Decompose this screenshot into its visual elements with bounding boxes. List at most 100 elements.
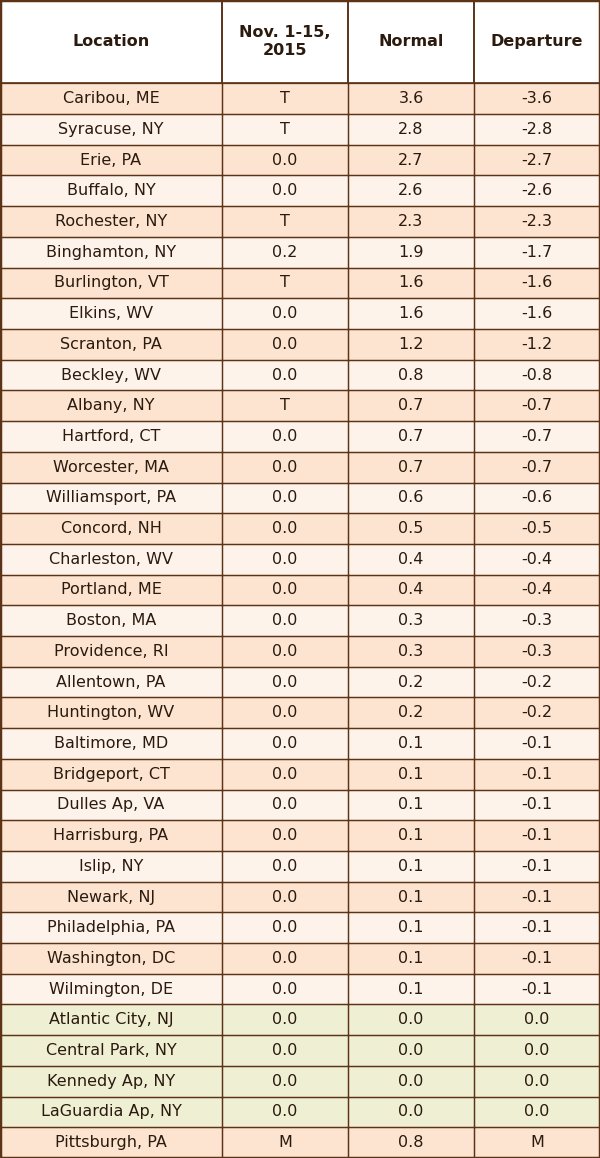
Text: 0.0: 0.0 — [272, 521, 298, 536]
Bar — [474, 206, 600, 237]
Text: 0.0: 0.0 — [398, 1012, 424, 1027]
Text: Concord, NH: Concord, NH — [61, 521, 161, 536]
Text: 0.4: 0.4 — [398, 551, 424, 566]
Bar — [474, 790, 600, 820]
Bar — [348, 176, 474, 206]
Text: 2.8: 2.8 — [398, 122, 424, 137]
Bar — [222, 544, 348, 574]
Bar — [348, 820, 474, 851]
Text: -2.6: -2.6 — [521, 183, 553, 198]
Text: T: T — [280, 122, 290, 137]
Text: Dulles Ap, VA: Dulles Ap, VA — [58, 798, 164, 813]
Bar — [222, 974, 348, 1004]
Text: Hartford, CT: Hartford, CT — [62, 428, 160, 444]
Text: 0.1: 0.1 — [398, 921, 424, 936]
Bar — [474, 881, 600, 913]
Text: 0.8: 0.8 — [398, 367, 424, 382]
Bar — [0, 452, 222, 483]
Bar — [348, 790, 474, 820]
Text: Rochester, NY: Rochester, NY — [55, 214, 167, 229]
Text: 0.0: 0.0 — [272, 859, 298, 874]
Text: -0.1: -0.1 — [521, 828, 553, 843]
Text: Syracuse, NY: Syracuse, NY — [58, 122, 164, 137]
Text: 0.5: 0.5 — [398, 521, 424, 536]
Bar — [474, 1065, 600, 1097]
Bar — [0, 513, 222, 544]
Text: 0.0: 0.0 — [272, 828, 298, 843]
Bar — [474, 697, 600, 728]
Bar — [474, 574, 600, 606]
Bar — [348, 513, 474, 544]
Text: -0.2: -0.2 — [521, 675, 553, 690]
Text: 0.0: 0.0 — [398, 1105, 424, 1120]
Bar — [222, 881, 348, 913]
Text: Washington, DC: Washington, DC — [47, 951, 175, 966]
Bar — [348, 636, 474, 667]
Bar — [222, 390, 348, 422]
Bar — [0, 606, 222, 636]
Text: -0.6: -0.6 — [521, 490, 553, 505]
Bar — [222, 237, 348, 267]
Bar — [0, 0, 222, 83]
Bar — [474, 267, 600, 299]
Bar — [222, 1065, 348, 1097]
Bar — [222, 1127, 348, 1158]
Bar — [0, 728, 222, 758]
Text: -0.7: -0.7 — [521, 398, 553, 413]
Bar — [0, 237, 222, 267]
Text: 0.0: 0.0 — [272, 767, 298, 782]
Text: 0.0: 0.0 — [272, 1105, 298, 1120]
Bar — [348, 574, 474, 606]
Text: -2.3: -2.3 — [521, 214, 553, 229]
Bar — [348, 697, 474, 728]
Text: 0.0: 0.0 — [272, 153, 298, 168]
Bar — [348, 881, 474, 913]
Text: -0.4: -0.4 — [521, 582, 553, 598]
Text: T: T — [280, 276, 290, 291]
Text: 0.2: 0.2 — [398, 675, 424, 690]
Bar — [474, 329, 600, 360]
Bar — [222, 820, 348, 851]
Text: 0.0: 0.0 — [272, 705, 298, 720]
Text: -0.1: -0.1 — [521, 767, 553, 782]
Text: Scranton, PA: Scranton, PA — [60, 337, 162, 352]
Text: 0.4: 0.4 — [398, 582, 424, 598]
Text: 0.1: 0.1 — [398, 767, 424, 782]
Text: Departure: Departure — [491, 35, 583, 49]
Text: Wilmington, DE: Wilmington, DE — [49, 982, 173, 997]
Text: 0.0: 0.0 — [524, 1073, 550, 1089]
Text: -0.8: -0.8 — [521, 367, 553, 382]
Bar — [0, 544, 222, 574]
Bar — [222, 483, 348, 513]
Text: Nov. 1-15,
2015: Nov. 1-15, 2015 — [239, 25, 331, 58]
Bar — [348, 1127, 474, 1158]
Bar — [222, 667, 348, 697]
Text: Pittsburgh, PA: Pittsburgh, PA — [55, 1135, 167, 1150]
Bar — [348, 667, 474, 697]
Text: 0.0: 0.0 — [524, 1012, 550, 1027]
Text: -0.1: -0.1 — [521, 921, 553, 936]
Text: 0.2: 0.2 — [398, 705, 424, 720]
Text: Burlington, VT: Burlington, VT — [53, 276, 169, 291]
Text: Williamsport, PA: Williamsport, PA — [46, 490, 176, 505]
Text: Albany, NY: Albany, NY — [67, 398, 155, 413]
Bar — [348, 329, 474, 360]
Text: 0.3: 0.3 — [398, 614, 424, 628]
Text: Erie, PA: Erie, PA — [80, 153, 142, 168]
Bar — [474, 115, 600, 145]
Text: -0.1: -0.1 — [521, 889, 553, 904]
Bar — [222, 206, 348, 237]
Bar — [348, 206, 474, 237]
Bar — [474, 1004, 600, 1035]
Bar — [222, 697, 348, 728]
Text: 0.0: 0.0 — [272, 736, 298, 752]
Text: -1.6: -1.6 — [521, 276, 553, 291]
Text: 0.0: 0.0 — [272, 921, 298, 936]
Text: Beckley, WV: Beckley, WV — [61, 367, 161, 382]
Text: T: T — [280, 398, 290, 413]
Text: Allentown, PA: Allentown, PA — [56, 675, 166, 690]
Bar — [222, 329, 348, 360]
Bar — [0, 115, 222, 145]
Text: -0.1: -0.1 — [521, 951, 553, 966]
Bar — [474, 1097, 600, 1127]
